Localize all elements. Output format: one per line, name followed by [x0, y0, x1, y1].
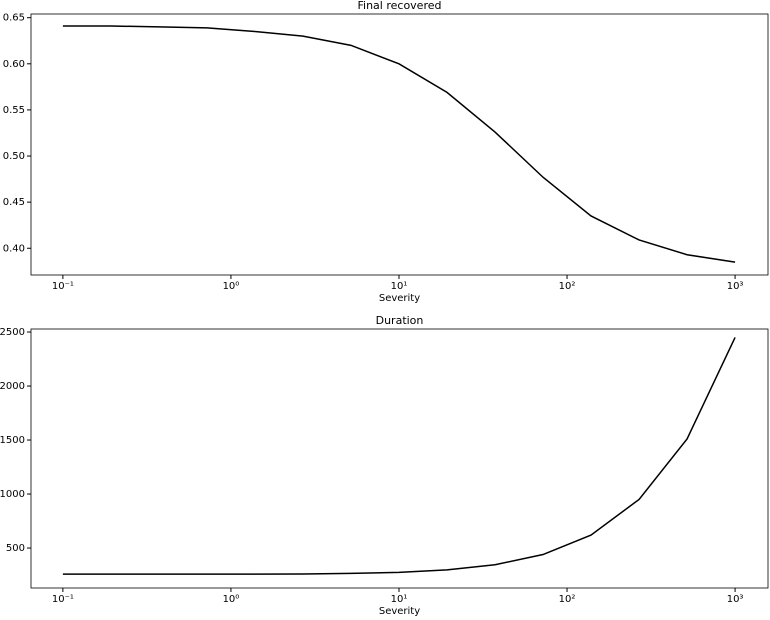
y-tick-label: 0.40	[3, 243, 25, 254]
chart-title: Final recovered	[358, 0, 442, 12]
x-tick-label: 10²	[559, 594, 576, 605]
x-tick-label: 10⁻¹	[52, 281, 74, 292]
line	[62, 25, 736, 263]
x-tick-label: 10⁰	[223, 594, 240, 605]
plot-frame	[30, 328, 769, 589]
x-tick-label: 10³	[727, 594, 744, 605]
x-tick-label: 10¹	[391, 594, 408, 605]
y-tick-label: 1500	[0, 435, 25, 446]
y-tick-label: 0.50	[3, 151, 25, 162]
y-tick-label: 0.60	[3, 59, 25, 70]
plot-frame	[30, 13, 769, 276]
y-tick-label: 2500	[0, 327, 25, 338]
line	[62, 337, 736, 575]
x-axis-label: Severity	[379, 293, 420, 304]
y-tick-label: 2000	[0, 381, 25, 392]
y-tick-label: 1000	[0, 489, 25, 500]
x-tick-label: 10⁻¹	[52, 594, 74, 605]
x-axis-label: Severity	[379, 606, 420, 616]
y-tick-label: 500	[6, 543, 25, 554]
x-tick-label: 10²	[559, 281, 576, 292]
x-tick-label: 10⁰	[223, 281, 240, 292]
y-tick-label: 0.65	[3, 13, 25, 24]
y-tick-label: 0.55	[3, 105, 25, 116]
x-tick-label: 10³	[727, 281, 744, 292]
y-tick-label: 0.45	[3, 197, 25, 208]
x-tick-label: 10¹	[391, 281, 408, 292]
chart-title: Duration	[376, 314, 424, 327]
